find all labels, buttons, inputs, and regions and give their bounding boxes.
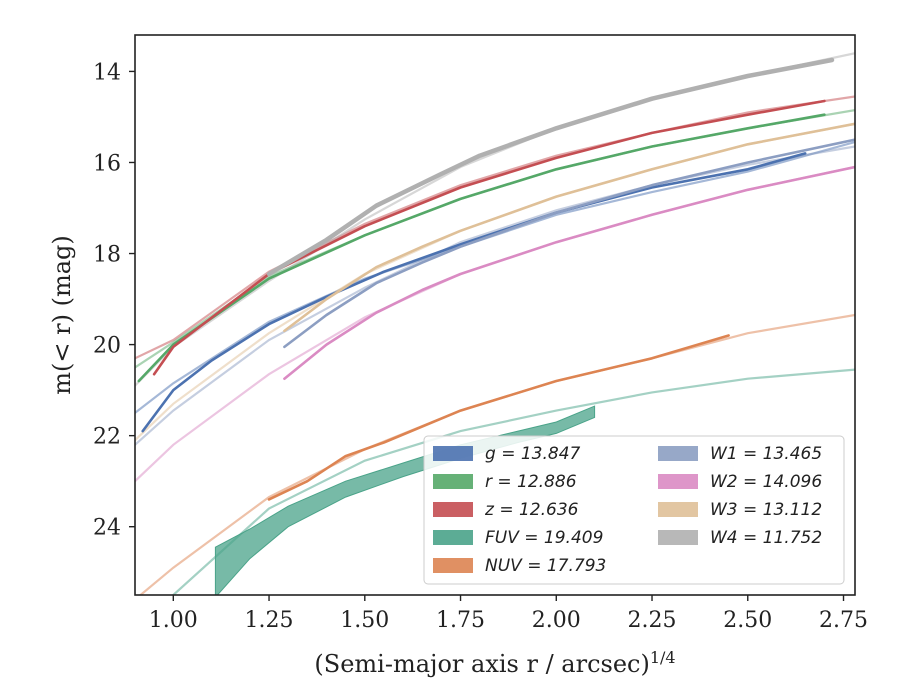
- data-curve-g: [141, 152, 807, 433]
- y-tick-label: 20: [93, 334, 121, 359]
- legend-swatch-w2: [658, 474, 698, 489]
- x-tick-label: 1.25: [245, 608, 294, 633]
- x-tick-label: 2.00: [532, 608, 581, 633]
- legend-swatch-w3: [658, 502, 698, 517]
- legend-swatch-w4: [658, 530, 698, 545]
- data-curve-w3: [283, 122, 855, 333]
- legend-label-z: z = 12.636: [484, 500, 579, 520]
- y-tick-label: 18: [93, 243, 121, 268]
- legend-swatch-fuv: [433, 530, 473, 545]
- data-curve-w4: [266, 57, 835, 277]
- plot-frame: [134, 34, 856, 596]
- data-curve-z: [152, 99, 826, 376]
- legend-swatch-nuv: [433, 558, 473, 573]
- x-tick-label: 1.00: [149, 608, 198, 633]
- y-axis: 14 16 18 20 22 24: [93, 60, 135, 541]
- legend-swatch-r: [433, 474, 473, 489]
- plot-area: [135, 52, 855, 595]
- legend-label-w2: W2 = 14.096: [710, 472, 822, 492]
- model-curve-g: [135, 140, 855, 414]
- x-axis: 1.00 1.25 1.50 1.75 2.00 2.25 2.50 2.75: [149, 595, 868, 633]
- model-curve-w2: [135, 165, 855, 483]
- legend-swatch-w1: [658, 446, 698, 461]
- x-tick-label: 2.25: [628, 608, 677, 633]
- model-curve-w1: [135, 145, 855, 446]
- legend-label-g: g = 13.847: [485, 444, 581, 464]
- legend-box: [423, 435, 845, 585]
- legend: g = 13.847 r = 12.886 z = 12.636 FUV = 19.4…: [423, 435, 845, 585]
- x-axis-label: (Semi-major axis r / arcsec)1/4: [314, 648, 675, 679]
- x-tick-label: 2.75: [819, 608, 868, 633]
- data-curve-nuv: [267, 334, 730, 501]
- data-band-fuv: [214, 405, 596, 595]
- data-curve-w2: [283, 165, 855, 380]
- legend-swatch-g: [433, 446, 473, 461]
- legend-label-w1: W1 = 13.465: [710, 444, 822, 464]
- legend-label-w4: W4 = 11.752: [710, 528, 822, 548]
- y-tick-label: 24: [93, 516, 121, 541]
- legend-label-w3: W3 = 13.112: [710, 500, 822, 520]
- legend-label-nuv: NUV = 17.793: [485, 556, 606, 576]
- legend-swatch-z: [433, 502, 473, 517]
- x-tick-label: 1.75: [436, 608, 485, 633]
- x-tick-label: 1.50: [340, 608, 389, 633]
- y-tick-label: 16: [93, 151, 121, 176]
- x-tick-label: 2.50: [723, 608, 772, 633]
- data-curve-w1: [283, 138, 855, 349]
- model-curve-fuv: [172, 368, 855, 595]
- y-axis-label: m(< r) (mag): [48, 235, 76, 394]
- legend-label-fuv: FUV = 19.409: [485, 528, 603, 548]
- legend-label-r: r = 12.886: [485, 472, 577, 492]
- y-tick-label: 22: [93, 425, 121, 450]
- model-curve-z: [135, 95, 855, 360]
- y-tick-label: 14: [93, 60, 121, 85]
